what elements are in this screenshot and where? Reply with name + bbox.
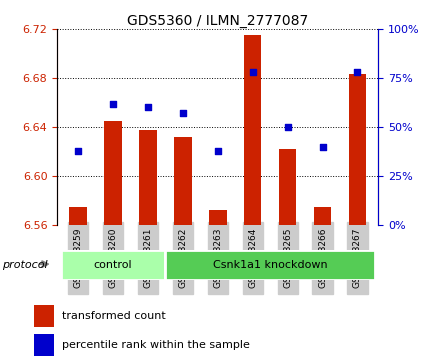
Bar <box>70 207 87 225</box>
Bar <box>209 211 227 225</box>
Bar <box>314 207 331 225</box>
Text: transformed count: transformed count <box>62 311 165 321</box>
Point <box>180 110 187 116</box>
Point <box>110 101 117 106</box>
Bar <box>61 250 165 280</box>
Point <box>249 69 256 75</box>
Bar <box>139 130 157 225</box>
Point <box>319 144 326 150</box>
Point <box>354 69 361 75</box>
Point <box>284 124 291 130</box>
Text: percentile rank within the sample: percentile rank within the sample <box>62 340 249 350</box>
Bar <box>34 334 54 356</box>
Bar <box>279 149 297 225</box>
Point <box>214 148 221 154</box>
Bar <box>34 305 54 327</box>
Bar <box>104 121 122 225</box>
Bar <box>244 35 261 225</box>
Bar <box>174 137 191 225</box>
Bar <box>349 74 366 225</box>
Title: GDS5360 / ILMN_2777087: GDS5360 / ILMN_2777087 <box>127 14 308 28</box>
Text: Csnk1a1 knockdown: Csnk1a1 knockdown <box>213 260 327 270</box>
Text: control: control <box>94 260 132 270</box>
Text: protocol: protocol <box>2 260 48 270</box>
Bar <box>165 250 375 280</box>
Point <box>144 105 151 110</box>
Point <box>75 148 82 154</box>
